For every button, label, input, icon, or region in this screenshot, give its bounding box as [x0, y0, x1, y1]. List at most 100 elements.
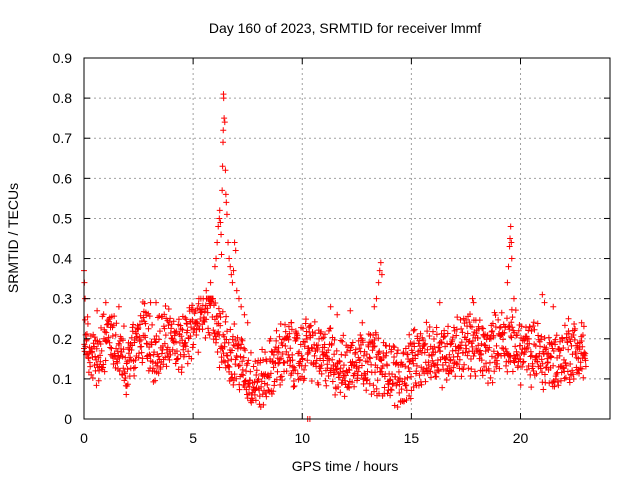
data-point — [350, 362, 357, 369]
data-point — [231, 371, 238, 378]
data-point — [95, 377, 102, 384]
data-point — [529, 363, 536, 370]
data-point — [371, 343, 378, 350]
data-point — [405, 343, 412, 350]
data-point — [411, 343, 418, 350]
data-point — [382, 352, 389, 359]
data-point — [199, 326, 206, 333]
data-point — [530, 368, 537, 375]
data-point — [558, 369, 565, 376]
data-point — [252, 397, 259, 404]
data-point — [275, 360, 282, 367]
data-point — [478, 340, 485, 347]
data-point — [270, 351, 277, 358]
data-point — [507, 223, 514, 230]
data-point — [421, 341, 428, 348]
data-point — [156, 328, 163, 335]
data-point — [288, 319, 295, 326]
data-point — [130, 365, 137, 372]
data-point — [426, 323, 433, 330]
data-point — [138, 343, 145, 350]
data-point — [376, 267, 383, 274]
data-point — [98, 324, 105, 331]
data-point — [233, 375, 240, 382]
data-point — [478, 350, 485, 357]
data-point — [349, 339, 356, 346]
data-point — [441, 327, 448, 334]
data-point — [240, 372, 247, 379]
data-point — [334, 365, 341, 372]
data-point — [187, 333, 194, 340]
data-point — [523, 366, 530, 373]
data-point — [308, 378, 315, 385]
data-point — [148, 341, 155, 348]
data-point — [283, 368, 290, 375]
data-point — [354, 375, 361, 382]
data-point — [174, 355, 181, 362]
data-point — [155, 370, 162, 377]
data-point — [185, 348, 192, 355]
data-point — [221, 115, 228, 122]
data-point — [506, 243, 513, 250]
data-point — [333, 366, 340, 373]
data-point — [456, 365, 463, 372]
data-point — [554, 378, 561, 385]
data-point — [299, 355, 306, 362]
data-point — [486, 359, 493, 366]
data-point — [563, 362, 570, 369]
data-point — [84, 320, 91, 327]
data-point — [302, 362, 309, 369]
data-point — [229, 279, 236, 286]
data-point — [524, 344, 531, 351]
data-point — [243, 386, 250, 393]
data-point — [194, 305, 201, 312]
data-point — [464, 352, 471, 359]
data-point — [486, 344, 493, 351]
data-point — [580, 323, 587, 330]
data-point — [578, 365, 585, 372]
data-point — [83, 330, 90, 337]
data-point — [519, 363, 526, 370]
data-point — [477, 347, 484, 354]
data-point — [120, 323, 127, 330]
data-point — [129, 328, 136, 335]
data-point — [215, 223, 222, 230]
data-point — [518, 350, 525, 357]
data-point — [502, 345, 509, 352]
data-point — [359, 339, 366, 346]
data-point — [429, 357, 436, 364]
data-point — [507, 333, 514, 340]
data-point — [462, 342, 469, 349]
data-point — [459, 329, 466, 336]
data-point — [555, 382, 562, 389]
data-point — [244, 360, 251, 367]
data-point — [553, 332, 560, 339]
data-point — [388, 387, 395, 394]
data-point — [526, 340, 533, 347]
data-point — [230, 267, 237, 274]
data-point — [406, 358, 413, 365]
data-point — [228, 271, 235, 278]
data-point — [364, 376, 371, 383]
data-point — [203, 316, 210, 323]
data-point — [226, 255, 233, 262]
data-point — [394, 403, 401, 410]
data-point — [81, 348, 88, 355]
data-point — [402, 382, 409, 389]
data-point — [318, 362, 325, 369]
data-point — [371, 388, 378, 395]
data-point — [445, 323, 452, 330]
data-point — [305, 345, 312, 352]
data-point — [387, 386, 394, 393]
data-point — [506, 322, 513, 329]
data-point — [301, 375, 308, 382]
data-point — [88, 371, 95, 378]
data-point — [291, 383, 298, 390]
data-point — [446, 363, 453, 370]
data-point — [190, 341, 197, 348]
data-point — [561, 322, 568, 329]
data-points — [81, 91, 589, 422]
data-point — [531, 326, 538, 333]
data-point — [213, 336, 220, 343]
